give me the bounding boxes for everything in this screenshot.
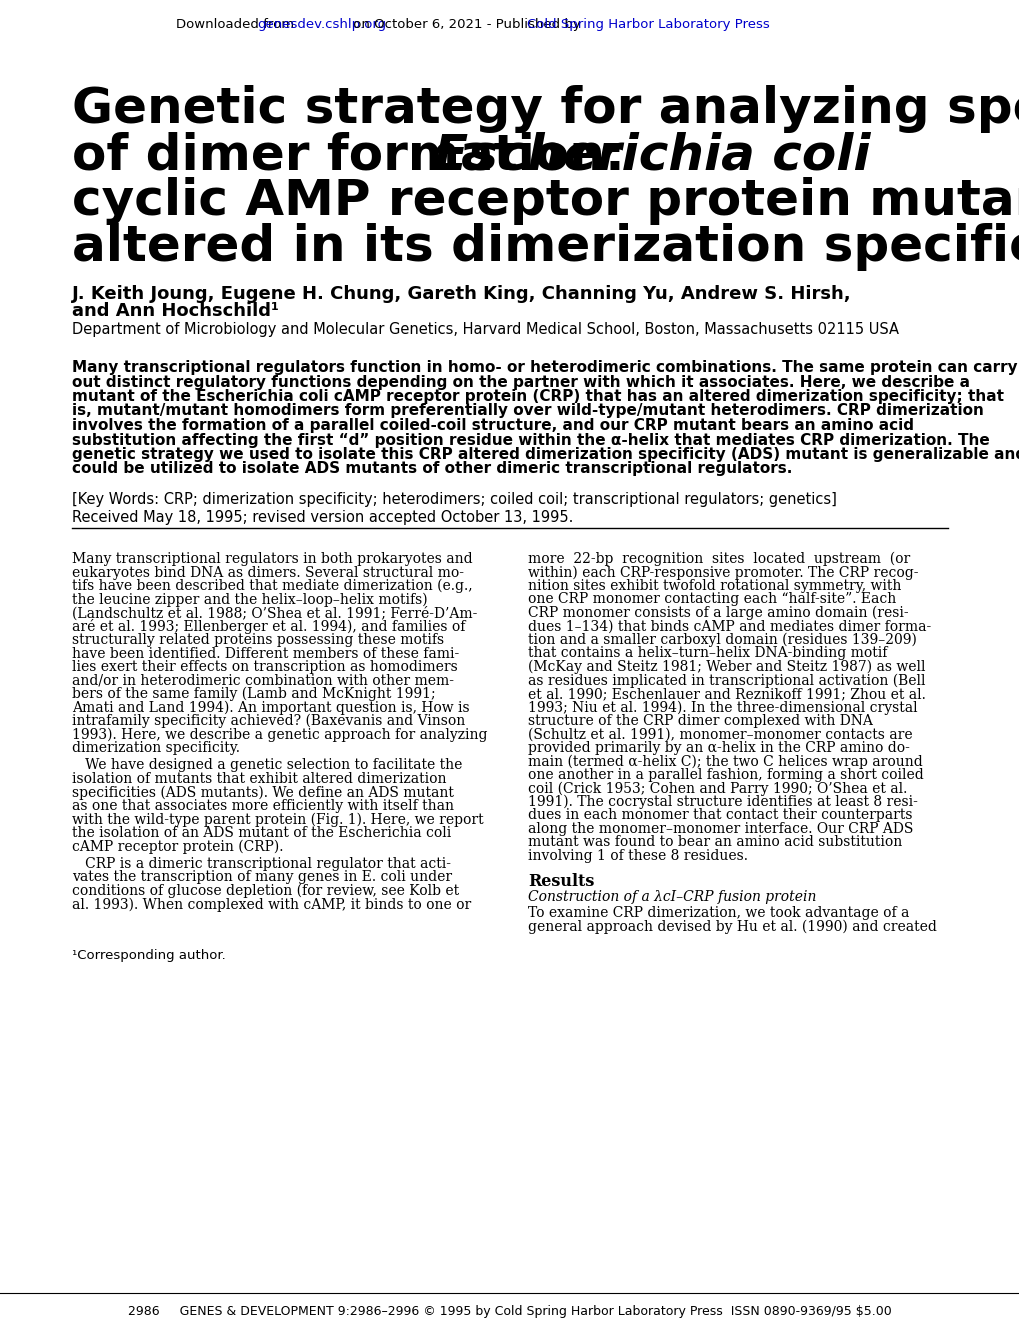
Text: the leucine zipper and the helix–loop–helix motifs): the leucine zipper and the helix–loop–he… (72, 593, 427, 607)
Text: 1991). The cocrystal structure identifies at least 8 resi-: 1991). The cocrystal structure identifie… (528, 796, 917, 809)
Text: have been identified. Different members of these fami-: have been identified. Different members … (72, 646, 459, 661)
Text: tifs have been described that mediate dimerization (e.g.,: tifs have been described that mediate di… (72, 579, 472, 593)
Text: 1993; Niu et al. 1994). In the three-dimensional crystal: 1993; Niu et al. 1994). In the three-dim… (528, 701, 917, 714)
Text: conditions of glucose depletion (for review, see Kolb et: conditions of glucose depletion (for rev… (72, 884, 459, 898)
Text: (Schultz et al. 1991), monomer–monomer contacts are: (Schultz et al. 1991), monomer–monomer c… (528, 728, 912, 741)
Text: vates the transcription of many genes in E. coli under: vates the transcription of many genes in… (72, 870, 451, 885)
Text: dues 1–134) that binds cAMP and mediates dimer forma-: dues 1–134) that binds cAMP and mediates… (528, 619, 930, 634)
Text: dimerization specificity.: dimerization specificity. (72, 741, 239, 756)
Text: could be utilized to isolate ADS mutants of other dimeric transcriptional regula: could be utilized to isolate ADS mutants… (72, 462, 792, 477)
Text: CRP is a dimeric transcriptional regulator that acti-: CRP is a dimeric transcriptional regulat… (72, 857, 450, 870)
Text: specificities (ADS mutants). We define an ADS mutant: specificities (ADS mutants). We define a… (72, 785, 453, 800)
Text: Many transcriptional regulators in both prokaryotes and: Many transcriptional regulators in both … (72, 551, 472, 566)
Text: Received May 18, 1995; revised version accepted October 13, 1995.: Received May 18, 1995; revised version a… (72, 510, 573, 525)
Text: bers of the same family (Lamb and McKnight 1991;: bers of the same family (Lamb and McKnig… (72, 688, 435, 701)
Text: Genetic strategy for analyzing specificity: Genetic strategy for analyzing specifici… (72, 85, 1019, 134)
Text: provided primarily by an α-helix in the CRP amino do-: provided primarily by an α-helix in the … (528, 741, 909, 756)
Text: Downloaded from: Downloaded from (176, 17, 299, 31)
Text: mutant was found to bear an amino acid substitution: mutant was found to bear an amino acid s… (528, 836, 902, 849)
Text: aré et al. 1993; Ellenberger et al. 1994), and families of: aré et al. 1993; Ellenberger et al. 1994… (72, 619, 465, 634)
Text: genesdev.cshlp.org: genesdev.cshlp.org (257, 17, 386, 31)
Text: altered in its dimerization specificity: altered in its dimerization specificity (72, 223, 1019, 271)
Text: more  22-bp  recognition  sites  located  upstream  (or: more 22-bp recognition sites located ups… (528, 551, 909, 566)
Text: CRP monomer consists of a large amino domain (resi-: CRP monomer consists of a large amino do… (528, 606, 908, 621)
Text: lies exert their effects on transcription as homodimers: lies exert their effects on transcriptio… (72, 659, 458, 674)
Text: one CRP monomer contacting each “half-site”. Each: one CRP monomer contacting each “half-si… (528, 593, 896, 606)
Text: general approach devised by Hu et al. (1990) and created: general approach devised by Hu et al. (1… (528, 920, 936, 934)
Text: as one that associates more efficiently with itself than: as one that associates more efficiently … (72, 800, 453, 813)
Text: on October 6, 2021 - Published by: on October 6, 2021 - Published by (348, 17, 584, 31)
Text: nition sites exhibit twofold rotational symmetry, with: nition sites exhibit twofold rotational … (528, 579, 901, 593)
Text: is, mutant/mutant homodimers form preferentially over wild-type/mutant heterodim: is, mutant/mutant homodimers form prefer… (72, 403, 983, 418)
Text: one another in a parallel fashion, forming a short coiled: one another in a parallel fashion, formi… (528, 768, 923, 782)
Text: isolation of mutants that exhibit altered dimerization: isolation of mutants that exhibit altere… (72, 772, 446, 786)
Text: coil (Crick 1953; Cohen and Parry 1990; O’Shea et al.: coil (Crick 1953; Cohen and Parry 1990; … (528, 781, 907, 796)
Text: tion and a smaller carboxyl domain (residues 139–209): tion and a smaller carboxyl domain (resi… (528, 633, 916, 647)
Text: ¹Corresponding author.: ¹Corresponding author. (72, 948, 225, 961)
Text: dues in each monomer that contact their counterparts: dues in each monomer that contact their … (528, 809, 912, 822)
Text: Department of Microbiology and Molecular Genetics, Harvard Medical School, Bosto: Department of Microbiology and Molecular… (72, 322, 898, 336)
Text: with the wild-type parent protein (Fig. 1). Here, we report: with the wild-type parent protein (Fig. … (72, 813, 483, 826)
Text: and Ann Hochschild¹: and Ann Hochschild¹ (72, 302, 278, 320)
Text: (Landschultz et al. 1988; O’Shea et al. 1991; Ferré-D’Am-: (Landschultz et al. 1988; O’Shea et al. … (72, 606, 477, 621)
Text: that contains a helix–turn–helix DNA-binding motif: that contains a helix–turn–helix DNA-bin… (528, 646, 887, 661)
Text: Results: Results (528, 873, 594, 889)
Text: To examine CRP dimerization, we took advantage of a: To examine CRP dimerization, we took adv… (528, 906, 909, 921)
Text: We have designed a genetic selection to facilitate the: We have designed a genetic selection to … (72, 758, 462, 773)
Text: (McKay and Steitz 1981; Weber and Steitz 1987) as well: (McKay and Steitz 1981; Weber and Steitz… (528, 659, 924, 674)
Text: Construction of a λcI–CRP fusion protein: Construction of a λcI–CRP fusion protein (528, 890, 815, 905)
Text: along the monomer–monomer interface. Our CRP ADS: along the monomer–monomer interface. Our… (528, 822, 912, 836)
Text: and/or in heterodimeric combination with other mem-: and/or in heterodimeric combination with… (72, 673, 453, 688)
Text: Escherichia coli: Escherichia coli (434, 131, 870, 179)
Text: Many transcriptional regulators function in homo- or heterodimeric combinations.: Many transcriptional regulators function… (72, 360, 1017, 375)
Text: Cold Spring Harbor Laboratory Press: Cold Spring Harbor Laboratory Press (526, 17, 768, 31)
Text: al. 1993). When complexed with cAMP, it binds to one or: al. 1993). When complexed with cAMP, it … (72, 897, 471, 912)
Text: structure of the CRP dimer complexed with DNA: structure of the CRP dimer complexed wit… (528, 714, 872, 728)
Text: out distinct regulatory functions depending on the partner with which it associa: out distinct regulatory functions depend… (72, 375, 969, 390)
Text: [Key Words: CRP; dimerization specificity; heterodimers; coiled coil; transcript: [Key Words: CRP; dimerization specificit… (72, 493, 836, 507)
Text: within) each CRP-responsive promoter. The CRP recog-: within) each CRP-responsive promoter. Th… (528, 566, 917, 579)
Text: J. Keith Joung, Eugene H. Chung, Gareth King, Channing Yu, Andrew S. Hirsh,: J. Keith Joung, Eugene H. Chung, Gareth … (72, 284, 851, 303)
Text: 2986     GENES & DEVELOPMENT 9:2986–2996 © 1995 by Cold Spring Harbor Laboratory: 2986 GENES & DEVELOPMENT 9:2986–2996 © 1… (128, 1306, 891, 1318)
Text: main (termed α-helix C); the two C helices wrap around: main (termed α-helix C); the two C helic… (528, 754, 922, 769)
Text: eukaryotes bind DNA as dimers. Several structural mo-: eukaryotes bind DNA as dimers. Several s… (72, 566, 464, 579)
Text: involves the formation of a parallel coiled-coil structure, and our CRP mutant b: involves the formation of a parallel coi… (72, 418, 913, 433)
Text: structurally related proteins possessing these motifs: structurally related proteins possessing… (72, 633, 443, 647)
Text: the isolation of an ADS mutant of the Escherichia coli: the isolation of an ADS mutant of the Es… (72, 826, 450, 840)
Text: 1993). Here, we describe a genetic approach for analyzing: 1993). Here, we describe a genetic appro… (72, 728, 487, 742)
Text: et al. 1990; Eschenlauer and Reznikoff 1991; Zhou et al.: et al. 1990; Eschenlauer and Reznikoff 1… (528, 688, 925, 701)
Text: intrafamily specificity achieved? (Baxevanis and Vinson: intrafamily specificity achieved? (Baxev… (72, 714, 465, 729)
Text: genetic strategy we used to isolate this CRP altered dimerization specificity (A: genetic strategy we used to isolate this… (72, 447, 1019, 462)
Text: substitution affecting the first “d” position residue within the α-helix that me: substitution affecting the first “d” pos… (72, 433, 988, 447)
Text: mutant of the Escherichia coli cAMP receptor protein (CRP) that has an altered d: mutant of the Escherichia coli cAMP rece… (72, 388, 1003, 405)
Text: Amati and Land 1994). An important question is, How is: Amati and Land 1994). An important quest… (72, 701, 469, 714)
Text: cyclic AMP receptor protein mutant: cyclic AMP receptor protein mutant (72, 178, 1019, 226)
Text: as residues implicated in transcriptional activation (Bell: as residues implicated in transcriptiona… (528, 673, 924, 688)
Text: of dimer formation:: of dimer formation: (72, 131, 642, 179)
Text: cAMP receptor protein (CRP).: cAMP receptor protein (CRP). (72, 840, 283, 854)
Text: involving 1 of these 8 residues.: involving 1 of these 8 residues. (528, 849, 747, 862)
